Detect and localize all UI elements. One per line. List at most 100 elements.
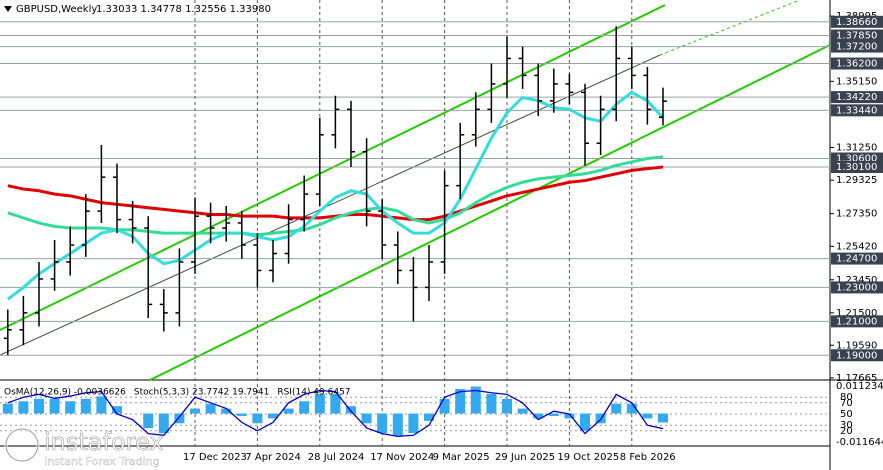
level-label: 1.37200 <box>836 42 877 53</box>
osma-min-label: -0.011644 <box>836 437 883 448</box>
osma-bar <box>626 403 637 414</box>
stoch-line <box>7 389 664 438</box>
osma-bar <box>439 398 450 414</box>
osma-bar <box>34 398 44 414</box>
osma-bar <box>299 401 310 414</box>
osma-bar <box>533 413 544 419</box>
ohlc-readout: 1.33033 1.34778 1.32556 1.33980 <box>96 4 271 15</box>
x-tick-label: 7 Apr 2024 <box>245 452 300 463</box>
level-label: 1.34220 <box>836 92 877 103</box>
level-label: 1.37850 <box>836 31 877 42</box>
osma-bar <box>190 408 200 414</box>
osma-bar <box>49 398 60 414</box>
level-label: 1.30600 <box>836 154 877 165</box>
osma-bar <box>112 406 122 414</box>
y-tick-label: 1.29325 <box>836 175 877 186</box>
x-tick-label: 8 Feb 2026 <box>620 452 676 463</box>
stoch-tick-label: 20 <box>840 426 853 437</box>
y-tick-label: 1.19590 <box>836 340 877 351</box>
indicator-label: Stoch(5,3,3) 23.7742 19.7941 <box>134 388 269 398</box>
indicator-label: OsMA(12,26,9) -0.0036626 <box>4 388 126 398</box>
level-label: 1.19000 <box>836 350 877 361</box>
logo-icon-outline <box>5 428 39 462</box>
osma-bar <box>377 413 388 434</box>
osma-bar <box>564 413 575 419</box>
x-tick-label: 28 Jul 2024 <box>308 452 365 463</box>
y-tick-label: 1.25420 <box>836 241 877 252</box>
x-tick-label: 17 Dec 2023 <box>183 452 247 463</box>
osma-bar <box>158 413 169 434</box>
logo-tagline: Instant Forex Trading <box>44 455 160 468</box>
osma-bar <box>205 403 216 414</box>
channel-middle-ext <box>659 0 801 56</box>
osma-bar <box>392 413 403 436</box>
osma-bar <box>408 413 419 434</box>
y-tick-label: 1.35150 <box>836 76 877 87</box>
osma-bar <box>252 413 263 424</box>
level-label: 1.23000 <box>836 282 877 293</box>
level-label: 1.38660 <box>836 17 877 28</box>
logo: instaforex Instant Forex Trading <box>4 427 164 468</box>
level-label: 1.30100 <box>836 162 877 173</box>
level-label-box <box>831 315 883 328</box>
osma-bar <box>424 413 434 421</box>
osma-bar <box>455 389 466 414</box>
osma-bar <box>470 386 481 414</box>
osma-bar <box>361 413 372 424</box>
osma-bar <box>642 413 653 419</box>
level-label: 1.24700 <box>836 254 877 265</box>
level-label: 1.36200 <box>836 59 877 70</box>
osma-bar <box>18 401 29 414</box>
logo-name: instaforex <box>44 428 164 456</box>
osma-bar <box>580 413 590 431</box>
osma-bar <box>314 393 325 414</box>
level-label-box <box>831 91 883 104</box>
level-label-box <box>831 57 883 70</box>
stoch-tick-label: 50 <box>840 409 853 420</box>
osma-bar <box>65 401 76 414</box>
x-tick-label: 29 Jun 2025 <box>495 452 555 463</box>
osma-bar <box>346 406 356 414</box>
osma-bar <box>96 396 107 414</box>
level-label-box <box>831 160 883 173</box>
level-label-box <box>831 281 883 294</box>
menu-arrow <box>4 6 12 12</box>
channel-upper <box>0 4 666 331</box>
level-label: 1.33440 <box>836 105 877 116</box>
osma-bar <box>80 398 91 414</box>
stoch-tick-label: 30 <box>840 420 853 431</box>
osma-bar <box>502 398 512 414</box>
osma-bar <box>548 413 559 416</box>
osma-bar <box>486 393 497 414</box>
osma-bar <box>236 413 247 416</box>
level-label-box <box>831 29 883 42</box>
level-label-box <box>831 349 883 362</box>
osma-bar <box>268 413 278 419</box>
level-label-box <box>831 15 883 28</box>
level-label-box <box>831 40 883 53</box>
y-tick-label: 1.31250 <box>836 142 877 153</box>
indicator-label: RSI(14) 49.6457 <box>277 388 350 398</box>
osma-bar <box>283 408 294 414</box>
osma-bar <box>174 413 185 424</box>
osma-bar <box>2 403 13 414</box>
x-tick-label: 19 Oct 2025 <box>557 452 619 463</box>
y-tick-label: 1.23450 <box>836 275 877 286</box>
level-label-box <box>831 252 883 265</box>
y-tick-label: 1.27350 <box>836 209 877 220</box>
x-tick-label: 9 Mar 2025 <box>433 452 490 463</box>
osma-bar <box>143 413 154 429</box>
x-tick-label: 17 Nov 2024 <box>370 452 434 463</box>
stoch-tick-label: 70 <box>840 398 853 409</box>
osma-bar <box>517 408 528 414</box>
osma-bar <box>221 408 232 414</box>
osma-bar <box>330 393 341 414</box>
y-tick-label: 1.21500 <box>836 308 877 319</box>
channel-lower <box>149 44 831 381</box>
stoch-tick-label: 80 <box>840 392 853 403</box>
y-tick-label: 1.17665 <box>836 373 877 384</box>
osma-max-label: 0.0112349 <box>836 381 883 392</box>
